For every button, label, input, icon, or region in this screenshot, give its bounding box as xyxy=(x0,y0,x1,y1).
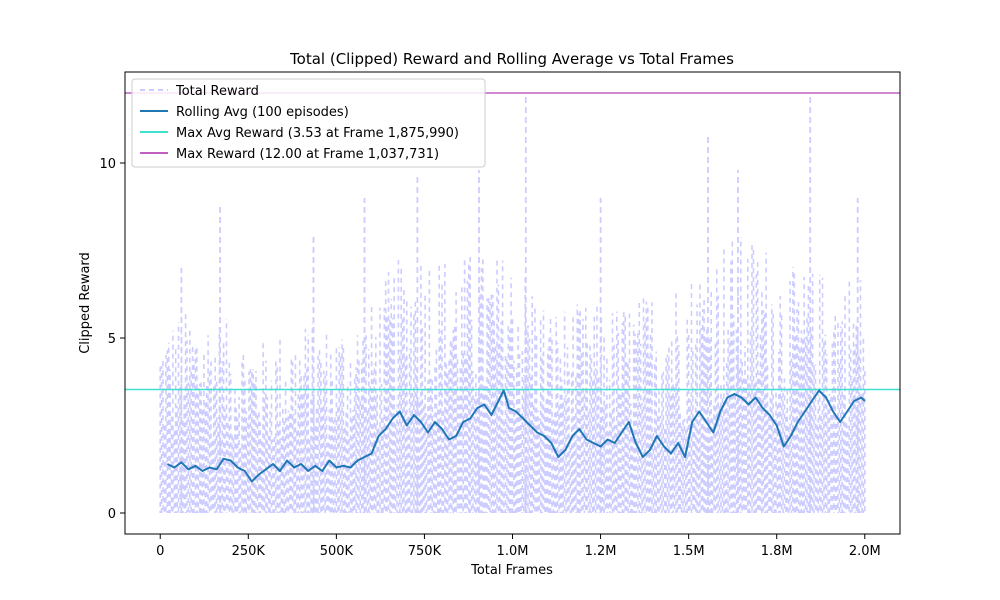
y-tick-label: 10 xyxy=(99,157,116,172)
legend: Total Reward Rolling Avg (100 episodes) … xyxy=(131,78,486,168)
rolling-avg-series xyxy=(166,389,866,483)
x-axis-label: Total Frames xyxy=(470,563,553,578)
y-axis-label: Clipped Reward xyxy=(78,252,93,354)
y-tick-label: 5 xyxy=(108,332,116,347)
y-tick-label: 0 xyxy=(108,507,116,522)
legend-label-max-reward: Max Reward (12.00 at Frame 1,037,731) xyxy=(176,147,439,162)
chart-title: Total (Clipped) Reward and Rolling Avera… xyxy=(289,50,734,68)
x-tick-label: 1.2M xyxy=(585,544,617,559)
plot-area xyxy=(124,71,901,535)
rolling-avg-line xyxy=(166,389,866,483)
x-tick-label: 2.0M xyxy=(849,544,881,559)
legend-label-rolling-avg: Rolling Avg (100 episodes) xyxy=(176,105,349,120)
x-tick-label: 750K xyxy=(408,544,442,559)
x-tick-label: 1.5M xyxy=(673,544,705,559)
x-tick-label: 250K xyxy=(232,544,266,559)
y-axis-ticks: 0 5 10 xyxy=(99,157,125,522)
x-axis-ticks: 0 250K 500K 750K 1.0M 1.2M 1.5M 1.8M 2.0M xyxy=(156,534,881,559)
x-tick-label: 500K xyxy=(320,544,354,559)
x-tick-label: 1.0M xyxy=(497,544,529,559)
total-reward-series xyxy=(159,93,866,513)
legend-box xyxy=(131,78,486,168)
legend-label-max-avg: Max Avg Reward (3.53 at Frame 1,875,990) xyxy=(176,126,459,141)
legend-label-total-reward: Total Reward xyxy=(175,84,259,99)
x-tick-label: 0 xyxy=(156,544,164,559)
x-tick-label: 1.8M xyxy=(761,544,793,559)
